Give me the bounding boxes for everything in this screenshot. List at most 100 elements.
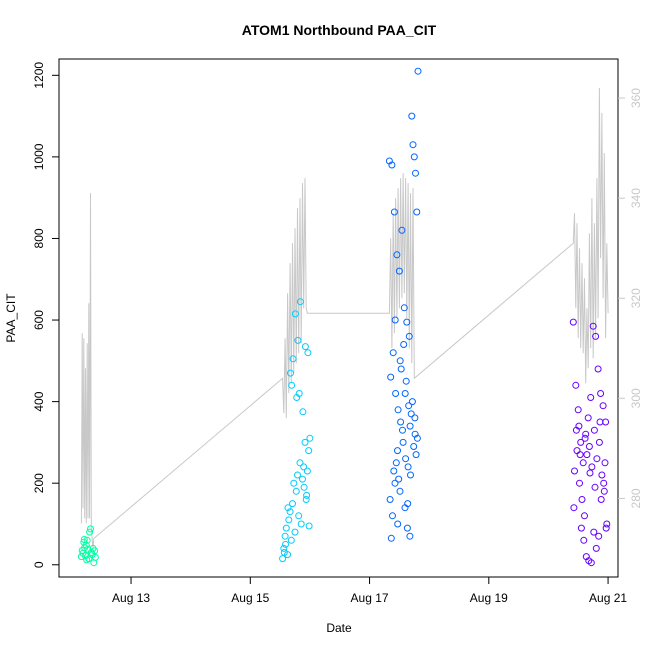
data-point-s2-34 [411, 414, 419, 422]
x-axis: Aug 13 Aug 15 Aug 17 Aug 19 Aug 21 [112, 576, 627, 605]
data-point-s3-10 [594, 365, 602, 373]
chart-title: ATOM1 Northbound PAA_CIT [242, 22, 437, 38]
data-point-s3-28 [570, 504, 578, 512]
data-point-s1-37 [303, 491, 311, 499]
data-point-s0-19 [83, 556, 91, 564]
data-point-s1-2 [281, 532, 289, 540]
data-point-s1-21 [305, 447, 313, 455]
data-point-s0-7 [83, 536, 91, 544]
data-point-s2-27 [394, 447, 401, 455]
data-point-s1-16 [299, 475, 306, 483]
data-point-s1-20 [303, 467, 311, 475]
data-point-s2-51 [411, 430, 419, 438]
data-point-s2-46 [412, 451, 420, 459]
data-point-s1-27 [296, 298, 304, 306]
data-point-s2-50 [406, 422, 414, 430]
data-point-s2-32 [406, 532, 414, 540]
data-point-s2-4 [395, 267, 403, 275]
y-tick-label-6: 1200 [32, 62, 46, 89]
data-point-s1-11 [292, 487, 300, 495]
data-point-s0-16 [91, 547, 99, 555]
y-tick-label-4: 800 [32, 228, 46, 248]
y-axis: 0 200 400 600 800 1000 1200 [32, 62, 60, 568]
data-point-s3-38 [595, 532, 603, 540]
data-point-s1-1 [280, 544, 288, 552]
data-point-s1-31 [288, 381, 296, 389]
data-point-s3-26 [600, 487, 608, 495]
x-tick-label-4: Aug 21 [589, 591, 627, 605]
data-point-s2-5 [398, 226, 406, 234]
data-point-s2-12 [412, 169, 419, 177]
data-point-s2-13 [413, 208, 421, 216]
data-point-s3-35 [587, 559, 595, 567]
y-tick-label-2: 400 [32, 391, 46, 411]
data-point-s3-15 [573, 447, 581, 455]
data-point-s3-40 [600, 479, 608, 487]
data-point-s2-21 [402, 455, 410, 463]
data-point-s3-3 [577, 438, 585, 446]
data-point-s1-10 [291, 528, 299, 536]
data-point-s3-45 [591, 483, 599, 491]
data-point-s3-4 [579, 459, 587, 467]
data-point-s2-52 [394, 520, 402, 528]
data-point-s1-26 [294, 336, 302, 344]
data-point-s1-12 [294, 471, 301, 479]
data-point-s1-29 [301, 343, 309, 351]
data-point-s3-32 [580, 536, 588, 544]
data-point-s1-18 [301, 438, 309, 446]
data-point-s1-23 [287, 369, 294, 377]
data-point-s2-45 [410, 443, 418, 450]
y2-tick-label-3: 340 [629, 188, 643, 208]
data-point-s2-19 [397, 418, 405, 426]
data-point-s1-22 [306, 434, 314, 442]
data-point-s1-17 [300, 463, 308, 471]
data-point-s2-49 [401, 390, 409, 397]
data-point-s0-10 [86, 528, 94, 536]
y2-tick-label-4: 360 [629, 88, 643, 108]
secondary-line [80, 87, 609, 549]
data-point-s2-48 [396, 357, 404, 365]
plot-frame [58, 58, 619, 578]
data-point-s3-47 [601, 459, 609, 467]
data-point-s3-21 [588, 463, 596, 471]
data-point-s1-9 [290, 479, 298, 487]
y-tick-label-0: 0 [32, 561, 46, 568]
data-point-s2-9 [408, 112, 416, 120]
data-point-s3-24 [595, 438, 603, 446]
data-point-s3-44 [586, 469, 594, 477]
data-point-s2-10 [409, 141, 417, 149]
data-point-s3-17 [578, 496, 586, 503]
data-point-s3-2 [574, 406, 582, 414]
data-point-s2-39 [395, 475, 403, 483]
data-point-s2-29 [399, 426, 406, 434]
data-point-s3-27 [603, 520, 611, 528]
data-point-s2-2 [390, 208, 398, 216]
data-point-s2-22 [404, 463, 412, 471]
data-point-s2-24 [386, 496, 394, 503]
data-point-s3-43 [581, 434, 589, 442]
data-point-s0-17 [91, 553, 99, 561]
data-point-s2-11 [410, 153, 418, 161]
data-point-s1-38 [280, 549, 288, 556]
x-axis-label: Date [326, 621, 352, 635]
data-point-s2-28 [396, 487, 404, 495]
data-point-s1-25 [291, 310, 299, 318]
data-point-s3-14 [571, 467, 578, 475]
data-point-s2-43 [405, 402, 413, 410]
data-point-s3-0 [569, 318, 577, 326]
data-point-s3-6 [584, 414, 592, 422]
secondary-series-line [80, 87, 609, 549]
data-point-s3-16 [576, 479, 583, 487]
data-point-s2-7 [403, 318, 411, 326]
data-point-s3-1 [572, 381, 580, 389]
x-tick-label-2: Aug 17 [351, 591, 389, 605]
data-point-s2-26 [391, 479, 399, 487]
data-point-s1-19 [302, 496, 310, 503]
x-tick-label-0: Aug 13 [112, 591, 150, 605]
data-point-s1-8 [289, 500, 296, 508]
scatter-points [77, 67, 611, 567]
x-tick-label-1: Aug 15 [231, 591, 269, 605]
data-point-s3-39 [597, 496, 605, 503]
data-point-s1-15 [297, 520, 305, 528]
